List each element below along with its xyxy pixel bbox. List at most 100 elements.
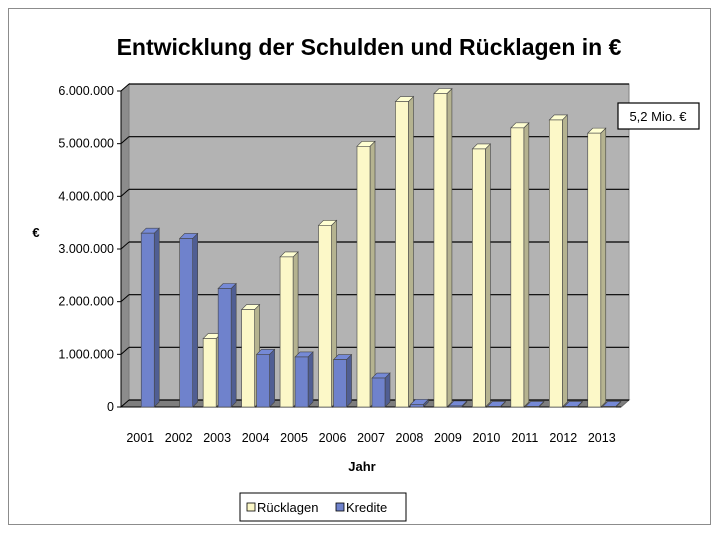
gridline-side [120,294,130,303]
bar-front [202,338,217,408]
legend-label-ruecklagen: Rücklagen [257,500,318,515]
x-tick-label: 2002 [165,431,193,445]
x-axis-label: Jahr [348,459,375,474]
bar-kredite-2006 [332,353,353,408]
bar-side [523,122,530,408]
bar-side [153,227,160,408]
legend-label-kredite: Kredite [346,500,387,515]
y-tick-label: 3.000.000 [58,242,114,256]
chart-title: Entwicklung der Schulden und Rücklagen i… [117,34,622,60]
legend-swatch-ruecklagen [246,502,256,512]
gridline-side [120,346,130,355]
bar-rcklagen-2013 [587,127,607,408]
gridline-side [120,188,130,197]
legend: Rücklagen Kredite [239,492,407,522]
bar-kredite-2012 [563,400,584,408]
bar-kredite-2002 [178,232,199,408]
bar-kredite-2008 [409,398,430,408]
bar-side [269,348,275,408]
bar-kredite-2011 [525,400,545,408]
bar-front [587,132,602,408]
bar-rcklagen-2009 [433,87,453,408]
bar-front [371,377,386,408]
y-tick-labels: 0 1.000.000 2.000.000 3.000.000 4.000.000 5.0… [58,84,114,414]
x-tick-label: 2004 [242,431,270,445]
bar-kredite-2004 [255,348,276,408]
bar-kredite-2001 [140,227,160,408]
bar-side [346,353,352,408]
y-tick-label: 5.000.000 [58,137,114,151]
x-tick-label: 2010 [472,431,500,445]
gridline-side [120,83,130,92]
x-tick-label: 2008 [396,431,424,445]
bar-front [472,148,486,408]
y-axis-label: € [32,225,39,240]
y-tick-label: 6.000.000 [58,84,114,98]
annotation-box: 5,2 Mio. € [617,102,700,130]
x-tick-label: 2011 [511,431,538,445]
legend-box [239,492,407,522]
bar-front [179,238,193,408]
bar-side [408,95,414,408]
annotation-frame [617,102,700,130]
annotation-text: 5,2 Mio. € [629,109,687,124]
bar-rcklagen-2008 [394,95,415,408]
x-tick-label: 2007 [357,431,385,445]
bar-kredite-2007 [371,372,391,408]
bar-side [446,87,453,408]
x-tick-label: 2009 [434,431,462,445]
bar-kredite-2005 [294,351,314,408]
bar-front [318,225,332,408]
legend-swatch-kredite [335,502,345,512]
bar-front [356,146,371,408]
bar-front [256,354,270,408]
bar-front [333,359,347,408]
bar-front [525,406,540,408]
x-tick-labels: 2001 2002 2003 2004 2005 2006 2007 2008 2009 2010… [126,431,615,445]
bar-side [384,372,391,408]
x-tick-label: 2012 [549,431,577,445]
bar-front [433,93,448,408]
bar-kredite-2010 [486,400,507,408]
bar-kredite-2013 [602,400,622,408]
bar-front [241,309,255,408]
bar-front [217,288,232,408]
y-tick-label: 2.000.000 [58,295,114,309]
bars [140,87,622,408]
x-tick-label: 2001 [126,431,154,445]
bar-rcklagen-2011 [510,122,530,408]
bar-front [294,356,309,408]
bar-front [279,256,294,408]
bar-front [549,119,563,408]
bar-kredite-2009 [448,400,468,408]
gridline-side [120,241,130,250]
bar-front [410,404,424,408]
gridline-side [120,399,130,408]
bar-rcklagen-2007 [356,140,376,408]
bar-side [369,140,376,408]
bar-side [307,351,314,408]
bar-front [487,406,501,408]
bar-front [602,406,617,408]
bar-front [564,406,578,408]
x-tick-label: 2006 [319,431,347,445]
y-tick-label: 0 [107,400,114,414]
bar-front [510,127,525,408]
x-tick-label: 2013 [588,431,616,445]
bar-kredite-2003 [217,282,237,408]
bar-chart: Entwicklung der Schulden und Rücklagen i… [32,34,700,522]
bar-front [140,232,155,408]
bar-side [600,127,607,408]
bar-side [230,282,237,408]
bar-rcklagen-2012 [548,114,569,408]
bar-side [562,114,568,408]
x-tick-label: 2003 [203,431,231,445]
bar-rcklagen-2010 [471,143,492,408]
chart-frame: Entwicklung der Schulden und Rücklagen i… [8,8,711,525]
y-tick-label: 4.000.000 [58,189,114,203]
bar-front [448,405,463,408]
bar-side [485,143,491,408]
bar-side [192,232,198,408]
bar-front [395,101,409,408]
y-tick-label: 1.000.000 [58,347,114,361]
